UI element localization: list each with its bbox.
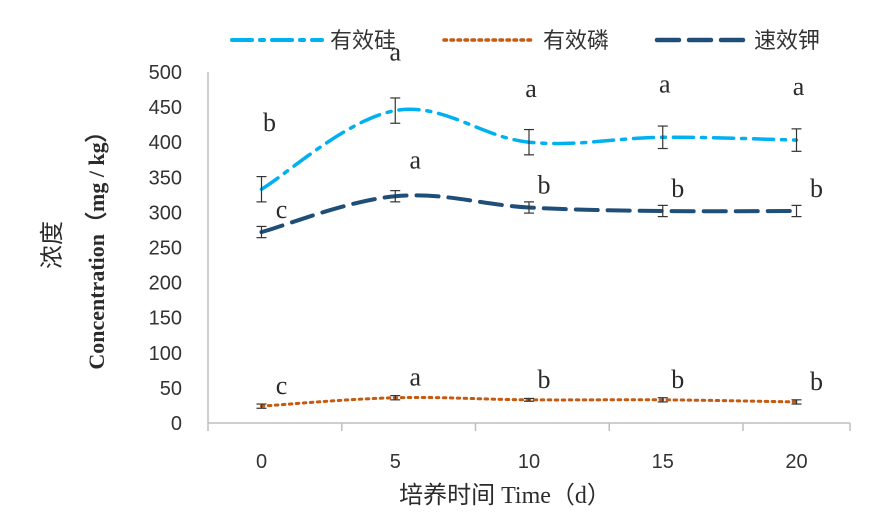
significance-letter: c [276, 371, 288, 400]
x-tick-label: 15 [652, 451, 674, 473]
significance-letter: a [525, 74, 537, 103]
legend-label-phosphorus: 有效磷 [543, 29, 609, 54]
significance-letter: a [409, 145, 421, 174]
significance-letter: a [409, 363, 421, 392]
significance-letter: c [276, 195, 288, 224]
significance-letter: b [671, 365, 684, 394]
plot-area: b a a a a c a b b b c a b b b [256, 38, 823, 409]
significance-letter: b [810, 174, 823, 203]
significance-letter: b [671, 174, 684, 203]
significance-letter: b [810, 367, 823, 396]
legend: 有效硅 有效磷 速效钾 [230, 29, 820, 54]
y-tick-label: 250 [149, 238, 182, 260]
x-tick-label: 20 [785, 451, 807, 473]
series-0: b a a a a [256, 38, 805, 203]
significance-letter: a [793, 72, 805, 101]
series-2: c a b b b [256, 145, 823, 239]
y-tick-label: 0 [171, 413, 182, 435]
significance-letter: a [659, 69, 671, 98]
axes [207, 72, 850, 424]
x-tick-label: 5 [390, 451, 401, 473]
y-tick-label: 150 [149, 308, 182, 330]
y-axis-label-english: Concentration（mg / kg） [84, 120, 109, 369]
tick-labels: 0 50 100 150 200 250 300 350 400 450 500 0 5 10 15 20 [149, 62, 851, 473]
y-axis-label-chinese: 浓度 [38, 221, 66, 269]
legend-label-silicon: 有效硅 [330, 29, 396, 54]
x-tick-label: 0 [256, 451, 267, 473]
y-tick-label: 50 [160, 378, 182, 400]
y-tick-label: 200 [149, 273, 182, 295]
x-tick-label: 10 [518, 451, 540, 473]
y-tick-label: 500 [149, 62, 182, 84]
y-tick-label: 100 [149, 343, 182, 365]
legend-label-potassium: 速效钾 [754, 29, 820, 54]
y-tick-label: 450 [149, 97, 182, 119]
significance-letter: a [389, 38, 401, 67]
x-axis-label: 培养时间 Time（d） [399, 482, 611, 509]
significance-letter: b [538, 170, 551, 199]
y-tick-label: 350 [149, 167, 182, 189]
y-tick-label: 400 [149, 132, 182, 154]
significance-letter: b [538, 365, 551, 394]
y-tick-label: 300 [149, 202, 182, 224]
significance-letter: b [263, 108, 276, 137]
